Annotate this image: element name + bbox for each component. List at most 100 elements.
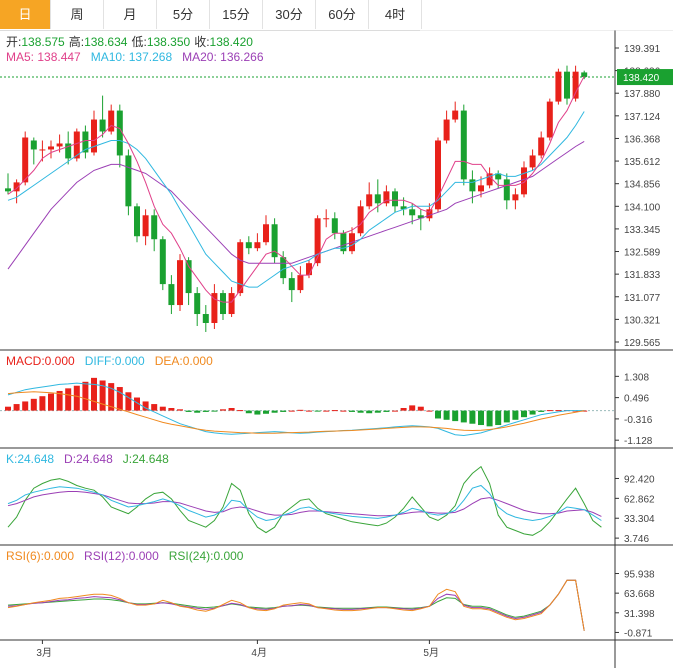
ma10-line xyxy=(7,111,585,288)
macd-tick-1: 0.496 xyxy=(624,394,649,405)
rsi-tick-0: 95.938 xyxy=(624,570,655,581)
macd-bar-38 xyxy=(331,410,338,412)
macd-bar-59 xyxy=(512,410,519,420)
macd-bar-37 xyxy=(323,410,330,412)
candle-body-57 xyxy=(495,173,502,180)
tab-4[interactable]: 15分 xyxy=(210,0,263,29)
candle-body-59 xyxy=(512,194,519,201)
macd-bar-30 xyxy=(263,410,269,414)
macd-bar-11 xyxy=(99,380,106,411)
price-tick-10: 131.833 xyxy=(624,270,661,281)
macd-bar-42 xyxy=(366,410,373,414)
candle-body-66 xyxy=(572,71,579,99)
macd-bar-23 xyxy=(202,410,209,412)
tab-7[interactable]: 4时 xyxy=(369,0,422,29)
macd-bar-44 xyxy=(383,410,390,412)
candle-body-2 xyxy=(22,137,29,183)
candle-body-50 xyxy=(435,140,441,210)
open-label: 开: xyxy=(6,35,21,49)
current-price-label: 138.420 xyxy=(623,73,660,84)
rsi-tick-2: 31.398 xyxy=(624,609,655,620)
candle-body-67 xyxy=(581,72,588,78)
candle-body-21 xyxy=(185,260,192,294)
macd-tick-2: -0.316 xyxy=(624,415,653,426)
candle-body-1 xyxy=(13,182,20,192)
candle-body-4 xyxy=(39,149,46,151)
tab-6[interactable]: 60分 xyxy=(316,0,369,29)
macd-bar-61 xyxy=(529,410,536,415)
macd-bar-14 xyxy=(125,392,132,411)
candle-body-3 xyxy=(30,140,37,150)
candle-body-34 xyxy=(297,275,304,291)
macd-label: MACD:0.000 xyxy=(6,354,75,368)
plot-area: 139.391138.636137.880137.124136.368135.6… xyxy=(0,30,673,668)
macd-bar-31 xyxy=(271,410,278,413)
macd-bar-15 xyxy=(134,397,140,411)
tab-2[interactable]: 月 xyxy=(104,0,157,29)
ohlc-header: 开:138.575 高:138.634 低:138.350 收:138.420 xyxy=(6,34,253,49)
price-tick-6: 134.856 xyxy=(624,180,661,191)
macd-bar-20 xyxy=(177,409,183,411)
close-value: 138.420 xyxy=(210,35,254,49)
candle-body-55 xyxy=(478,185,484,192)
macd-bar-53 xyxy=(460,410,467,423)
macd-bar-63 xyxy=(546,410,553,412)
ma5-label: MA5: 138.447 xyxy=(6,50,81,64)
macd-diff-line xyxy=(7,382,585,437)
candle-body-36 xyxy=(314,218,321,264)
macd-bar-32 xyxy=(280,410,287,412)
price-tick-12: 130.321 xyxy=(624,315,661,326)
tab-0[interactable]: 日 xyxy=(0,0,51,29)
tab-5[interactable]: 30分 xyxy=(263,0,316,29)
rsi12-line xyxy=(7,579,585,631)
macd-bar-19 xyxy=(168,408,175,411)
candle-body-60 xyxy=(521,167,527,195)
high-value: 138.634 xyxy=(84,35,128,49)
candle-body-23 xyxy=(202,314,209,324)
macd-bar-0 xyxy=(5,406,11,411)
candle-body-61 xyxy=(529,155,536,168)
low-value: 138.350 xyxy=(147,35,191,49)
rsi-tick-1: 63.668 xyxy=(624,589,655,600)
rsi24-label: RSI(24):0.000 xyxy=(169,549,244,563)
ma10-label: MA10: 137.268 xyxy=(91,50,173,64)
kdj-tick-2: 33.304 xyxy=(624,514,655,525)
macd-bar-16 xyxy=(142,401,149,411)
macd-bar-22 xyxy=(194,410,201,413)
candle-body-5 xyxy=(48,146,54,150)
macd-bar-24 xyxy=(211,410,218,412)
d-label: D:24.648 xyxy=(64,452,113,466)
tab-3[interactable]: 5分 xyxy=(157,0,210,29)
macd-bar-26 xyxy=(228,408,235,411)
x-label-1: 4月 xyxy=(251,647,267,659)
macd-bar-35 xyxy=(306,410,312,412)
candle-body-65 xyxy=(564,71,570,99)
ma20-label: MA20: 136.266 xyxy=(182,50,264,64)
macd-bar-66 xyxy=(572,410,579,412)
candle-body-28 xyxy=(245,242,252,249)
kdj-d-line xyxy=(7,491,602,517)
candle-body-24 xyxy=(211,293,218,324)
candle-body-7 xyxy=(65,143,72,159)
candle-body-31 xyxy=(271,224,278,258)
candle-body-8 xyxy=(73,131,80,159)
period-tabs: 日周月 5分 15分 30分 60分 4时 xyxy=(0,0,422,31)
macd-bar-1 xyxy=(13,404,20,411)
x-label-0: 3月 xyxy=(36,647,52,659)
kdj-tick-1: 62.862 xyxy=(624,494,655,505)
macd-bar-46 xyxy=(400,408,407,411)
candle-body-9 xyxy=(82,131,89,153)
candle-body-0 xyxy=(5,188,11,192)
candle-body-13 xyxy=(116,110,123,156)
candle-body-20 xyxy=(177,260,183,306)
candle-body-63 xyxy=(546,101,553,138)
tab-1[interactable]: 周 xyxy=(51,0,104,29)
price-tick-9: 132.589 xyxy=(624,248,661,259)
price-tick-3: 137.124 xyxy=(624,112,661,123)
price-tick-7: 134.100 xyxy=(624,202,661,213)
kdj-j-line xyxy=(7,465,602,536)
candle-body-44 xyxy=(383,191,390,204)
